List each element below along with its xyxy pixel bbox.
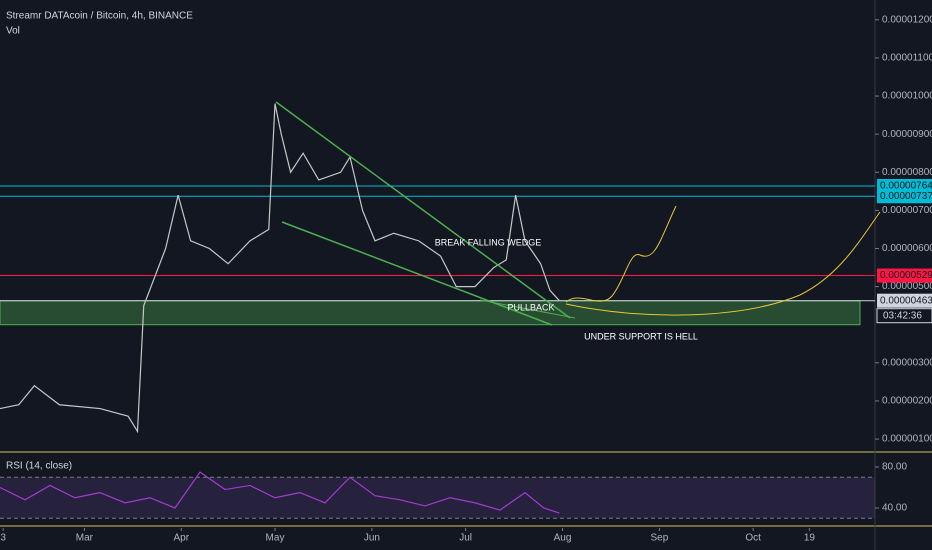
price-line (0, 471, 560, 514)
x-tick-label: 19 (804, 533, 816, 544)
level-label: 0.00000764 (880, 181, 932, 192)
volume-label: Vol (6, 26, 20, 37)
y-tick-label: 40.00 (882, 503, 907, 514)
level-badge (877, 293, 932, 308)
price-line (0, 103, 560, 434)
annotation: BREAK FALLING WEDGE (435, 237, 542, 247)
x-tick-label: Apr (173, 533, 189, 544)
level-badge (877, 268, 932, 283)
level-label: 0.00000529 (880, 270, 932, 281)
x-tick-label: 3 (0, 533, 6, 544)
y-tick-label: 0.00000500 (882, 281, 932, 292)
rsi-label: RSI (14, close) (6, 461, 72, 472)
projection-path (565, 205, 677, 303)
y-tick-label: 0.00000700 (882, 205, 932, 216)
y-tick-label: 0.00000100 (882, 434, 932, 445)
y-tick-label: 0.00000300 (882, 357, 932, 368)
countdown: 03:42:36 (883, 310, 922, 321)
level-badge (877, 189, 932, 204)
trend-line (275, 101, 571, 319)
chart-title: Streamr DATAcoin / Bitcoin, 4h, BINANCE (6, 11, 193, 22)
annotation: UNDER SUPPORT IS HELL (584, 331, 698, 341)
x-tick-label: Aug (554, 533, 572, 544)
x-tick-label: Mar (76, 533, 94, 544)
x-tick-label: Jun (364, 533, 380, 544)
level-label: 0.00000737 (880, 191, 932, 202)
y-tick-label: 0.00001200 (882, 14, 932, 25)
y-tick-label: 80.00 (882, 462, 907, 473)
annotation: PULLBACK (507, 302, 554, 312)
x-tick-label: May (266, 533, 285, 544)
x-tick-label: Sep (650, 533, 668, 544)
trend-line (281, 221, 553, 326)
countdown-badge (876, 308, 932, 324)
y-tick-label: 0.00001100 (882, 53, 932, 64)
level-label: 0.00000463 (880, 295, 932, 306)
y-tick-label: 0.00001000 (882, 91, 932, 102)
x-tick-label: Oct (745, 533, 761, 544)
projection-path (565, 211, 881, 316)
y-tick-label: 0.00000900 (882, 129, 932, 140)
y-tick-label: 0.00000600 (882, 243, 932, 254)
y-tick-label: 0.00000800 (882, 167, 932, 178)
drawings: BREAK FALLING WEDGE PULLBACK UNDER SUPPO… (275, 101, 881, 341)
trend-line (479, 299, 576, 319)
support-zone (0, 300, 861, 326)
x-tick-label: Jul (459, 533, 472, 544)
y-tick-label: 0.00000200 (882, 396, 932, 407)
rsi-band (0, 477, 875, 519)
